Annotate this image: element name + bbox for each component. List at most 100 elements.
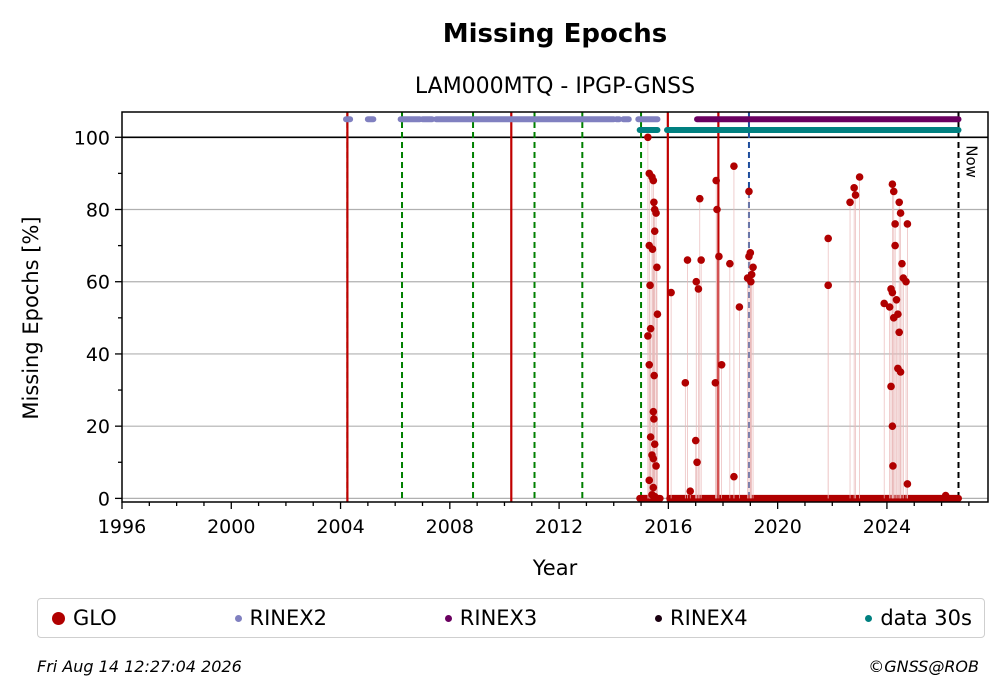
glo-point-22: [649, 454, 658, 463]
glo-point-9: [648, 245, 657, 254]
legend-marker-rinex4: [655, 614, 663, 622]
glo-point-43: [726, 259, 734, 268]
legend-item-rinex3: RINEX3: [444, 606, 538, 630]
glo-point-50: [746, 249, 755, 257]
glo-point-4: [650, 198, 658, 207]
glo-point-3: [649, 176, 658, 185]
glo-point-31: [686, 487, 695, 495]
x-tick-label-2016: 2016: [644, 516, 692, 538]
glo-point-84: [941, 491, 950, 500]
glo-point-52: [747, 270, 756, 279]
legend-marker-rinex2: [234, 614, 242, 622]
glo-point-23: [652, 462, 660, 470]
now-label: Now: [962, 145, 980, 178]
glo-point-82: [889, 462, 897, 470]
glo-point-71: [888, 288, 897, 297]
glo-point-69: [902, 277, 910, 286]
chart-subtitle: LAM000MTQ - IPGP-GNSS: [415, 74, 695, 99]
x-tick-label-2020: 2020: [753, 516, 801, 538]
x-tick-label-2024: 2024: [863, 516, 911, 538]
legend-item-rinex4: RINEX4: [655, 606, 748, 630]
legend-label-glo: GLO: [73, 606, 117, 630]
glo-point-35: [694, 285, 703, 293]
glo-point-32: [692, 277, 701, 286]
y-tick-label-20: 20: [86, 416, 110, 438]
chart-title: Missing Epochs: [443, 19, 667, 49]
glo-point-62: [889, 187, 898, 196]
glo-point-63: [891, 220, 899, 228]
glo-point-15: [645, 360, 654, 369]
legend-marker-glo: [52, 611, 65, 625]
glo-point-25: [649, 483, 658, 492]
footer-copyright: ©GNSS@ROB: [868, 657, 979, 676]
legend-label-rinex3: RINEX3: [459, 606, 538, 630]
glo-point-13: [646, 324, 655, 333]
glo-point-6: [652, 209, 660, 217]
footer-timestamp: Fri Aug 14 12:27:04 2026: [37, 657, 242, 676]
plot-frame: [121, 111, 989, 503]
glo-point-51: [747, 277, 755, 286]
glo-point-18: [650, 415, 658, 423]
glo-point-40: [715, 252, 723, 261]
glo-point-77: [891, 241, 899, 250]
glo-point-75: [889, 314, 898, 322]
glo-point-79: [896, 368, 905, 376]
glo-point-28: [667, 288, 675, 297]
glo-point-65: [896, 209, 905, 217]
glo-point-61: [888, 180, 897, 189]
y-tick-label-0: 0: [98, 488, 110, 510]
glo-point-46: [735, 303, 744, 311]
glo-point-20: [650, 440, 659, 449]
glo-point-83: [903, 480, 912, 488]
glo-point-12: [653, 310, 662, 319]
x-tick-label-2000: 2000: [207, 516, 255, 538]
glo-point-30: [683, 256, 692, 264]
glo-point-59: [855, 173, 864, 181]
y-tick-label-100: 100: [74, 127, 110, 149]
glo-point-0: [644, 133, 652, 142]
glo-point-64: [895, 198, 904, 207]
y-axis-label: Missing Epochs [%]: [19, 216, 43, 419]
glo-point-54: [824, 234, 832, 243]
glo-point-44: [730, 162, 738, 170]
glo-point-37: [697, 256, 705, 264]
glo-point-38: [712, 176, 720, 185]
glo-point-60: [880, 299, 888, 308]
glo-point-48: [745, 187, 753, 196]
glo-point-42: [717, 360, 726, 369]
glo-point-11: [646, 281, 654, 290]
glo-point-10: [653, 263, 661, 272]
legend: GLO RINEX2 RINEX3 RINEX4 data 30s: [37, 598, 985, 638]
glo-point-68: [903, 220, 912, 228]
glo-point-17: [649, 407, 658, 416]
x-tick-label-2004: 2004: [316, 516, 364, 538]
glo-point-19: [646, 433, 655, 441]
legend-item-data-30s: data 30s: [865, 606, 972, 630]
glo-point-76: [895, 328, 904, 337]
glo-point-53: [749, 263, 757, 272]
legend-marker-rinex3: [444, 614, 452, 622]
legend-marker-data-30s: [865, 614, 873, 622]
glo-point-34: [693, 458, 701, 467]
legend-label-rinex4: RINEX4: [670, 606, 748, 630]
y-tick-label-80: 80: [86, 200, 110, 222]
glo-point-29: [681, 379, 690, 387]
plot-area: Now 1996 2000 2004 2008 2012 2016 2020 2024 0 20 40…: [74, 111, 989, 538]
legend-label-rinex2: RINEX2: [249, 606, 328, 630]
glo-point-41: [711, 379, 720, 387]
legend-label-data-30s: data 30s: [880, 606, 972, 630]
legend-item-rinex2: RINEX2: [234, 606, 328, 630]
glo-point-16: [650, 371, 658, 380]
glo-point-80: [887, 382, 895, 391]
x-tick-label-2008: 2008: [426, 516, 474, 538]
glo-point-33: [691, 436, 700, 445]
glo-point-72: [885, 303, 894, 311]
x-axis-label: Year: [532, 556, 578, 580]
legend-item-glo: GLO: [52, 606, 117, 630]
x-tick-label-2012: 2012: [535, 516, 583, 538]
y-tick-label-40: 40: [86, 344, 110, 366]
glo-point-39: [713, 205, 721, 214]
glo-point-36: [695, 194, 704, 203]
glo-point-56: [846, 198, 854, 207]
